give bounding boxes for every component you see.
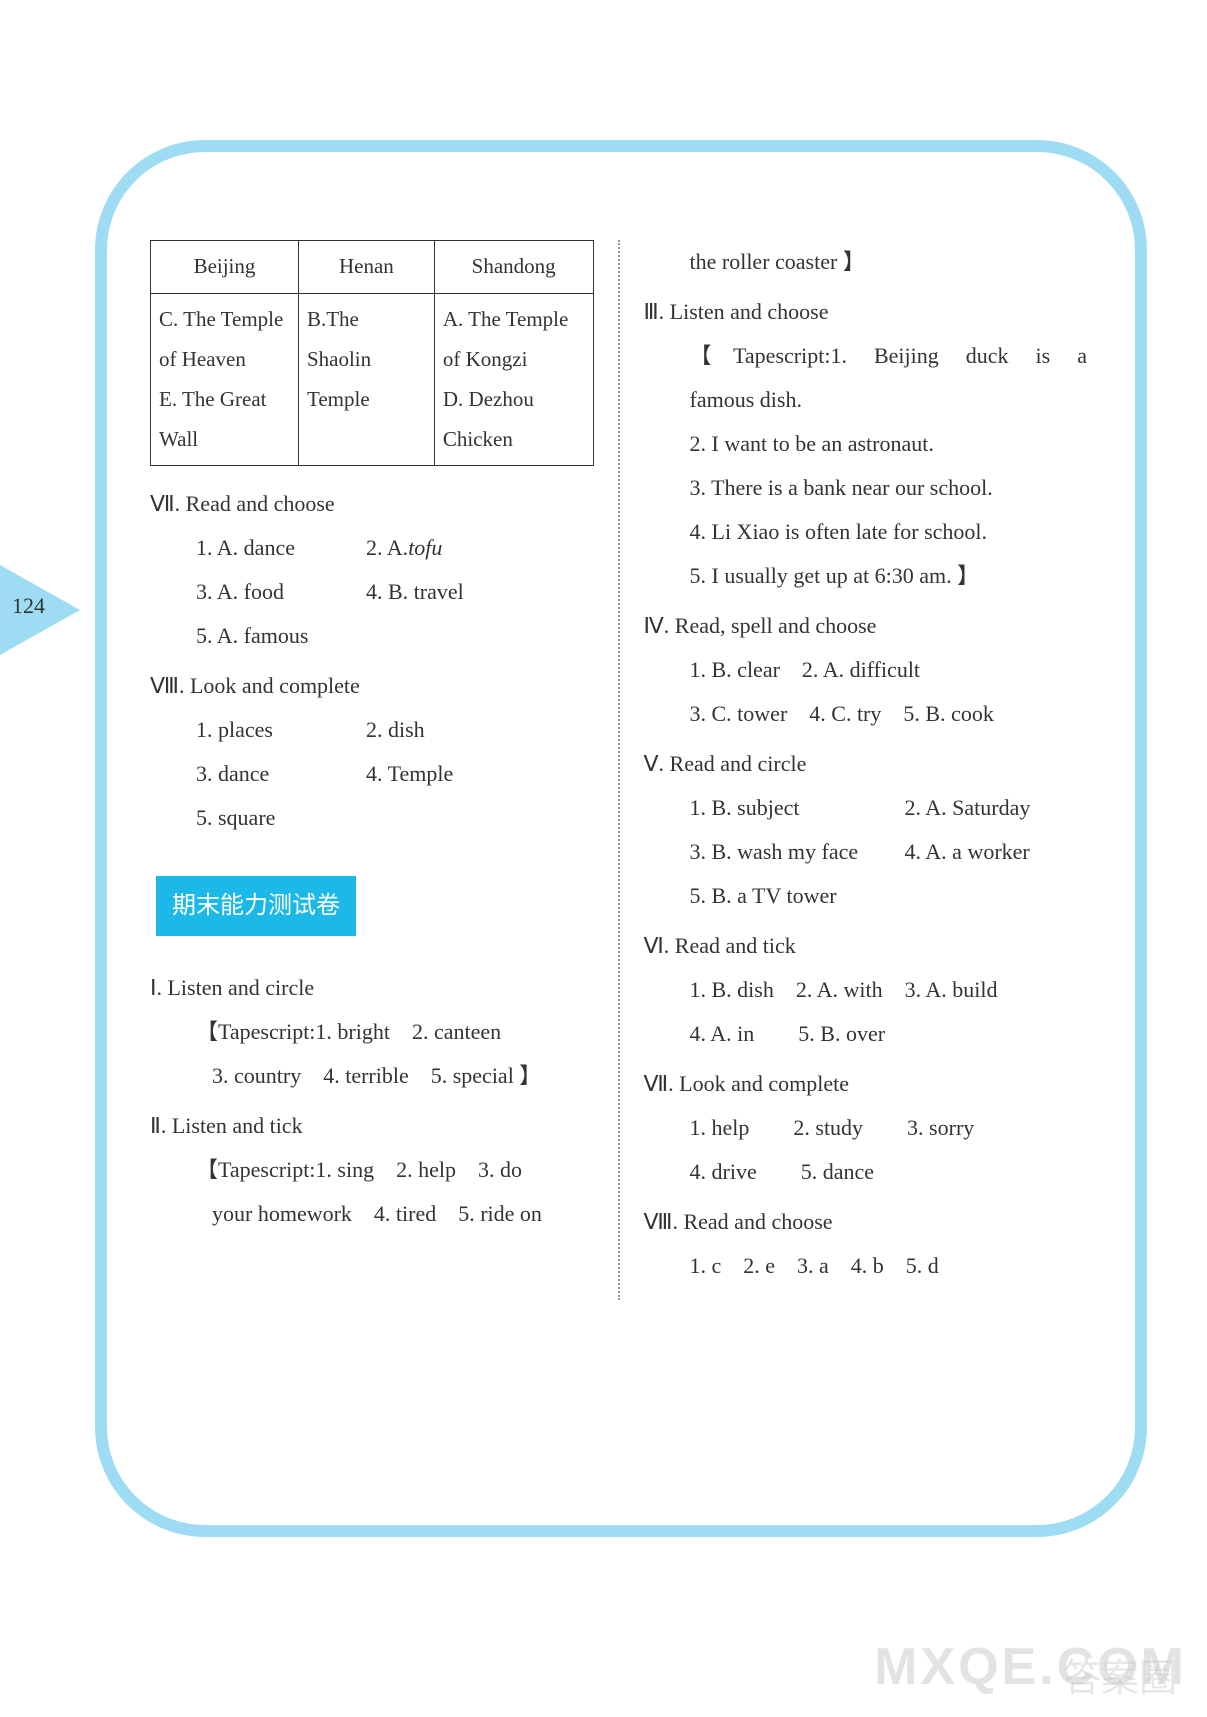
page-number: 124	[12, 593, 45, 619]
tapescript-line: 【Tapescript:1. bright 2. canteen	[150, 1010, 594, 1054]
section-5-row1: 1. B. subject 2. A. Saturday	[644, 786, 1088, 830]
section-4-title: Ⅳ. Read, spell and choose	[644, 604, 1088, 648]
tapescript-line: 【Tapescript:1. Beijing duck is a	[644, 334, 1088, 378]
left-column: Beijing Henan Shandong C. The Temple of …	[150, 240, 594, 1300]
answer-line: 1. B. dish 2. A. with 3. A. build	[644, 968, 1088, 1012]
table-header-henan: Henan	[298, 241, 434, 294]
answer-line: 3. C. tower 4. C. try 5. B. cook	[644, 692, 1088, 736]
tapescript-line: 3. There is a bank near our school.	[644, 466, 1088, 510]
section-3-title: Ⅲ. Listen and choose	[644, 290, 1088, 334]
places-table: Beijing Henan Shandong C. The Temple of …	[150, 240, 594, 466]
section-8-row1: 1. places 2. dish	[150, 708, 594, 752]
answer-item: 4. Temple	[366, 752, 453, 796]
answer-item: 4. B. travel	[366, 570, 464, 614]
answer-item: 5. square	[150, 796, 594, 840]
answer-item: 3. dance	[196, 752, 366, 796]
section-7-title: Ⅶ. Read and choose	[150, 482, 594, 526]
answer-line: 1. c 2. e 3. a 4. b 5. d	[644, 1244, 1088, 1288]
section-7b-title: Ⅶ. Look and complete	[644, 1062, 1088, 1106]
tapescript-line: 3. country 4. terrible 5. special 】	[150, 1054, 594, 1098]
section-7-row2: 3. A. food 4. B. travel	[150, 570, 594, 614]
tapescript-line: your homework 4. tired 5. ride on	[150, 1192, 594, 1236]
answer-item: 3. B. wash my face	[690, 830, 905, 874]
answer-item: 5. A. famous	[150, 614, 594, 658]
table-cell-beijing: C. The Temple of HeavenE. The Great Wall	[151, 293, 299, 466]
answer-item: 1. B. subject	[690, 786, 905, 830]
section-8-row2: 3. dance 4. Temple	[150, 752, 594, 796]
continuation-line: the roller coaster 】	[644, 240, 1088, 284]
table-header-beijing: Beijing	[151, 241, 299, 294]
table-header-shandong: Shandong	[434, 241, 593, 294]
tapescript-line: 4. Li Xiao is often late for school.	[644, 510, 1088, 554]
section-2-title: Ⅱ. Listen and tick	[150, 1104, 594, 1148]
answer-item: 2. A. Saturday	[905, 786, 1031, 830]
tapescript-line: famous dish.	[644, 378, 1088, 422]
answer-item: 3. A. food	[196, 570, 366, 614]
tapescript-line: 2. I want to be an astronaut.	[644, 422, 1088, 466]
section-banner: 期末能力测试卷	[156, 876, 356, 936]
right-column: the roller coaster 】 Ⅲ. Listen and choos…	[644, 240, 1088, 1300]
answer-item: 4. A. a worker	[905, 830, 1030, 874]
section-7-row1: 1. A. dance 2. A. tofu	[150, 526, 594, 570]
answer-line: 4. A. in 5. B. over	[644, 1012, 1088, 1056]
column-divider	[618, 240, 620, 1300]
answer-item: 2. A. tofu	[366, 526, 442, 570]
section-6-title: Ⅵ. Read and tick	[644, 924, 1088, 968]
answer-line: 4. drive 5. dance	[644, 1150, 1088, 1194]
section-5-row2: 3. B. wash my face 4. A. a worker	[644, 830, 1088, 874]
tapescript-line: 【Tapescript:1. sing 2. help 3. do	[150, 1148, 594, 1192]
answer-line: 1. B. clear 2. A. difficult	[644, 648, 1088, 692]
watermark-url: MXQE.COM	[874, 1637, 1187, 1697]
answer-item: 2. dish	[366, 708, 425, 752]
section-5-title: Ⅴ. Read and circle	[644, 742, 1088, 786]
tapescript-line: 5. I usually get up at 6:30 am. 】	[644, 554, 1088, 598]
section-1-title: Ⅰ. Listen and circle	[150, 966, 594, 1010]
section-8b-title: Ⅷ. Read and choose	[644, 1200, 1088, 1244]
answer-line: 1. help 2. study 3. sorry	[644, 1106, 1088, 1150]
answer-item: 1. A. dance	[196, 526, 366, 570]
section-8-title: Ⅷ. Look and complete	[150, 664, 594, 708]
answer-item: 5. B. a TV tower	[644, 874, 1088, 918]
table-cell-henan: B.The Shaolin Temple	[298, 293, 434, 466]
content-area: Beijing Henan Shandong C. The Temple of …	[150, 240, 1087, 1300]
table-cell-shandong: A. The Temple of KongziD. Dezhou Chicken	[434, 293, 593, 466]
answer-item: 1. places	[196, 708, 366, 752]
